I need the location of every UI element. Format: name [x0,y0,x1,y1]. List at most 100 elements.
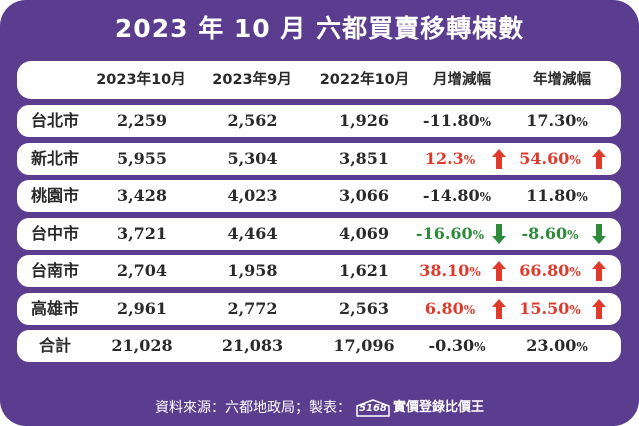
yoy-change-number: 23.00 [526,336,577,355]
yoy-change-cell: 11.80% [507,180,607,212]
percent-symbol: % [576,115,588,129]
yoy-change-value: 11.80% [526,186,588,205]
yoy-change-number: 11.80 [526,186,577,205]
table-row: 合計 21,028 21,083 17,096 -0.30% 23.00% [17,330,621,362]
footer: 資料來源：六都地政局；製表： 5168 實價登錄比價王 [0,396,639,420]
yoy-change-cell: 54.60% [507,143,607,175]
value-oct-2022: 3,851 [338,148,390,168]
mom-change-value: 12.3% [425,149,475,168]
table-header: 2023年10月 2023年9月 2022年10月 月增減幅 年增減幅 [17,61,621,99]
mom-change-cell: 38.10% [407,255,507,287]
header-oct-2022: 2022年10月 [319,72,410,88]
table-row: 台北市 2,259 2,562 1,926 -11.80% 17.30% [17,105,621,137]
percent-symbol: % [472,227,485,242]
yoy-change-value: -8.60% [521,224,578,243]
mom-change-value: -14.80% [423,186,491,205]
mom-change-number: -14.80 [422,186,480,205]
mom-change-cell: -0.30% [407,330,507,362]
value-oct-2022: 4,069 [338,223,390,243]
mom-change-value: 38.10% [419,261,481,280]
mom-change-number: 12.3 [424,148,464,168]
page-title: 2023 年 10 月 六都買賣移轉棟數 [114,14,525,43]
yoy-change-number: 66.80 [519,261,570,280]
value-sep-2023: 4,464 [227,223,278,243]
mom-change-value: -16.60% [416,224,484,243]
value-oct-2022: 1,621 [338,261,390,280]
value-sep-2023: 5,304 [227,148,278,168]
header-oct-2023: 2023年10月 [96,72,186,88]
yoy-change-number: 54.60 [519,148,570,168]
mom-change-number: 6.80 [424,298,464,318]
mom-change-value: -11.80% [423,111,491,130]
value-oct-2022: 17,096 [333,336,395,355]
mom-change-cell: -14.80% [407,180,507,212]
mom-change-value: -0.30% [428,336,485,355]
value-sep-2023: 2,772 [227,298,278,318]
header-yoy-change: 年增減幅 [533,72,591,88]
percent-symbol: % [576,340,588,354]
yoy-change-value: 54.60% [519,149,581,168]
source-text: 資料來源：六都地政局；製表： [154,400,351,416]
yoy-change-value: 23.00% [526,336,588,355]
percent-symbol: % [469,265,481,279]
mom-change-cell: -11.80% [407,105,507,137]
table-row: 高雄市 2,961 2,772 2,563 6.80% 15.50% [17,292,621,325]
percent-symbol: % [567,227,579,242]
mom-change-cell: -16.60% [407,218,507,250]
percent-symbol: % [576,190,588,204]
yoy-change-number: 15.50 [519,298,570,318]
value-oct-2023: 2,961 [116,298,168,318]
city-name: 合計 [38,336,71,355]
yoy-change-cell: 23.00% [507,330,607,362]
table-row: 桃園市 3,428 4,023 3,066 -14.80% 11.80% [17,180,621,212]
mom-change-cell: 6.80% [407,293,507,325]
house-logo-icon: 5168 [355,399,391,417]
mom-change-value: 6.80% [425,299,475,318]
mom-change-cell: 12.3% [407,143,507,175]
percent-symbol: % [463,152,476,167]
value-oct-2022: 3,066 [338,186,390,205]
yoy-change-cell: 15.50% [507,293,607,325]
yoy-change-number: 17.30 [526,111,577,130]
city-name: 高雄市 [30,298,79,318]
value-oct-2023: 3,721 [116,223,168,243]
percent-symbol: % [463,302,476,317]
yoy-change-cell: 17.30% [507,105,607,137]
value-sep-2023: 2,562 [227,111,278,130]
percent-symbol: % [569,265,581,279]
value-oct-2023: 21,028 [111,336,173,355]
value-sep-2023: 4,023 [227,186,278,205]
yoy-change-value: 66.80% [519,261,581,280]
yoy-change-cell: -8.60% [507,218,607,250]
value-oct-2023: 2,704 [116,261,168,280]
percent-symbol: % [479,115,492,129]
table-row: 新北市 5,955 5,304 3,851 12.3% 54.60% [17,142,621,175]
value-oct-2023: 2,259 [116,111,168,130]
value-oct-2022: 2,563 [338,298,390,318]
percent-symbol: % [479,190,492,204]
percent-symbol: % [474,340,486,354]
mom-change-number: 38.10 [419,261,470,280]
city-name: 新北市 [30,148,79,168]
value-oct-2023: 3,428 [116,186,168,205]
value-sep-2023: 1,958 [227,261,278,280]
yoy-change-number: -8.60 [521,223,568,243]
header-sep-2023: 2023年9月 [212,72,292,88]
yoy-change-value: 15.50% [519,299,581,318]
percent-symbol: % [569,152,581,167]
mom-change-number: -0.30 [428,336,475,355]
city-name: 桃園市 [30,186,79,205]
logo-number: 5168 [359,403,387,414]
city-name: 台北市 [30,111,79,130]
city-name: 台中市 [30,223,79,243]
yoy-change-cell: 66.80% [507,255,607,287]
value-oct-2023: 5,955 [116,148,168,168]
mom-change-number: -11.80 [422,111,480,130]
table-row: 台中市 3,721 4,464 4,069 -16.60% -8.60% [17,217,621,250]
mom-change-number: -16.60 [415,223,473,243]
city-name: 台南市 [30,261,79,280]
header-mom-change: 月增減幅 [433,72,491,88]
value-sep-2023: 21,083 [221,336,284,355]
value-oct-2022: 1,926 [338,111,390,130]
brand-text: 實價登錄比價王 [392,400,484,415]
